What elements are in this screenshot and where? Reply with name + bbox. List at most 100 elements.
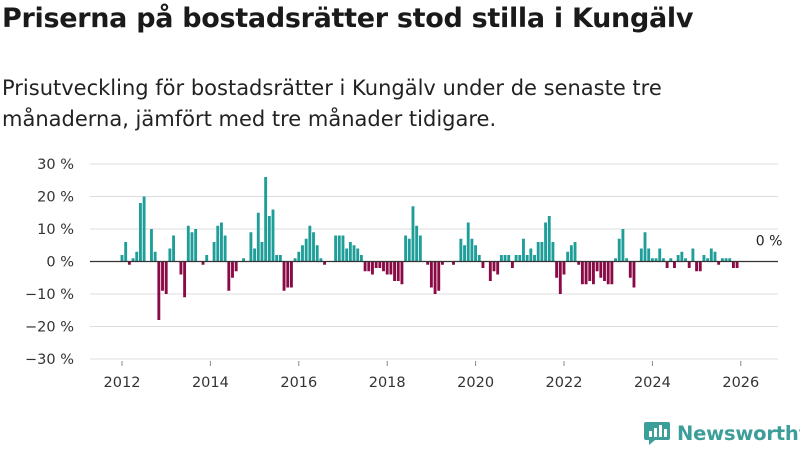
x-tick-label: 2022 xyxy=(546,375,583,391)
y-axis-ticks: 30 % 20 % 10 % 0 % −10 % −20 % −30 % xyxy=(25,157,74,368)
bar xyxy=(337,235,341,262)
bar xyxy=(625,258,629,262)
bar xyxy=(301,245,304,262)
bar xyxy=(503,255,507,262)
x-tick-label: 2014 xyxy=(192,375,229,391)
bar xyxy=(205,255,209,262)
bar xyxy=(463,245,466,262)
bar xyxy=(356,248,360,262)
bar xyxy=(544,222,547,262)
y-tick-label: 10 % xyxy=(37,222,74,238)
bar xyxy=(698,261,702,272)
bar xyxy=(522,238,525,262)
bar xyxy=(562,261,566,275)
x-tick-label: 2020 xyxy=(457,375,494,391)
bar xyxy=(481,261,485,268)
bar xyxy=(312,232,315,262)
bar xyxy=(684,258,687,262)
bars xyxy=(120,177,739,320)
bar xyxy=(669,258,673,262)
bar xyxy=(341,235,345,262)
bar xyxy=(271,209,275,262)
bar xyxy=(293,258,297,262)
x-axis-ticks: 2012 2014 2016 2018 2020 2022 2024 2026 xyxy=(104,361,759,391)
bar xyxy=(496,261,500,275)
bar xyxy=(371,261,374,275)
bar xyxy=(418,235,422,262)
bar xyxy=(540,242,544,262)
bar xyxy=(382,261,385,272)
bar xyxy=(573,242,577,262)
bar xyxy=(153,251,157,262)
bar xyxy=(220,222,223,262)
bar xyxy=(194,229,198,262)
bar xyxy=(518,255,522,262)
bar xyxy=(415,225,419,262)
bar xyxy=(256,212,260,262)
bar xyxy=(595,261,599,272)
bar xyxy=(138,203,142,262)
bar xyxy=(680,251,684,262)
bar xyxy=(429,261,433,288)
bar xyxy=(650,258,654,262)
bar xyxy=(242,258,245,262)
bar xyxy=(617,238,621,262)
bar xyxy=(639,248,643,262)
bar xyxy=(124,242,128,262)
bar xyxy=(120,255,124,262)
bar xyxy=(702,255,706,262)
bar xyxy=(654,258,658,262)
bar xyxy=(452,261,455,265)
bar xyxy=(558,261,562,294)
bar xyxy=(437,261,441,291)
bar xyxy=(168,248,172,262)
bar xyxy=(278,255,282,262)
bar xyxy=(308,225,312,262)
bar xyxy=(599,261,603,278)
bar xyxy=(547,216,551,262)
bar xyxy=(201,261,205,265)
bar xyxy=(728,258,732,262)
bar xyxy=(404,235,408,262)
x-tick-label: 2024 xyxy=(634,375,671,391)
bar xyxy=(289,261,293,288)
newsworthy-logo: Newsworthy xyxy=(643,420,800,446)
bar xyxy=(584,261,588,285)
bar xyxy=(216,225,220,262)
y-tick-label: −10 % xyxy=(25,287,74,303)
bar xyxy=(661,258,665,262)
bar xyxy=(717,261,721,265)
bar xyxy=(606,261,610,285)
bar xyxy=(161,261,164,291)
bar xyxy=(131,258,135,262)
bar xyxy=(720,258,724,262)
bar xyxy=(385,261,389,275)
bar xyxy=(706,258,710,262)
bar xyxy=(396,261,400,281)
y-tick-label: 0 % xyxy=(46,255,74,271)
bar xyxy=(264,177,268,262)
bar xyxy=(323,261,327,265)
bar xyxy=(499,255,503,262)
bar xyxy=(234,261,238,272)
bar xyxy=(352,245,356,262)
bar xyxy=(142,196,146,262)
last-value-label: 0 % xyxy=(756,234,783,250)
bar xyxy=(304,238,308,262)
bar xyxy=(588,261,592,281)
bar xyxy=(190,232,194,262)
bar xyxy=(592,261,595,285)
bar xyxy=(731,261,735,268)
bar xyxy=(555,261,559,278)
bar xyxy=(514,255,518,262)
bar xyxy=(577,261,581,265)
bar xyxy=(183,261,187,298)
bar xyxy=(359,255,363,262)
bar xyxy=(529,248,533,262)
bar xyxy=(695,261,699,272)
bar xyxy=(286,261,290,288)
bar xyxy=(297,251,301,262)
bar xyxy=(223,235,227,262)
chart-title: Priserna på bostadsrätter stod stilla i … xyxy=(2,3,694,34)
